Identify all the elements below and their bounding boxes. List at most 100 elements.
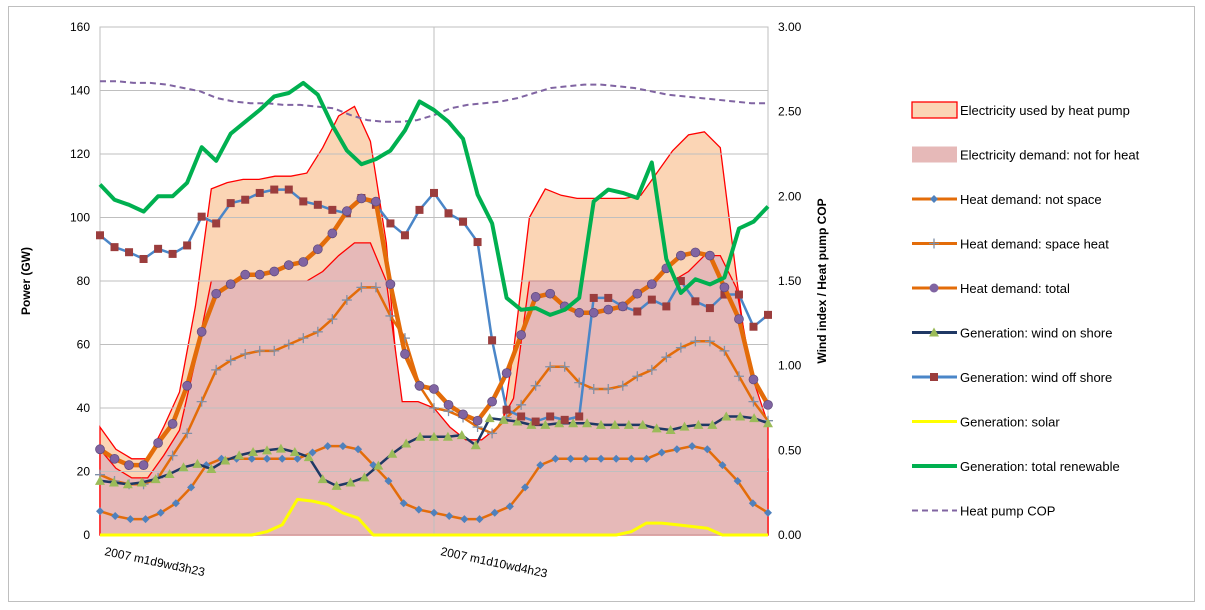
data-point — [225, 279, 236, 290]
data-point — [278, 454, 287, 463]
data-point — [341, 295, 352, 306]
data-point — [633, 307, 642, 316]
data-point — [665, 425, 676, 435]
legend-label: Heat demand: space heat — [960, 237, 1109, 252]
data-point — [718, 461, 727, 470]
y-tick-label: 40 — [77, 401, 91, 415]
legend-label: Electricity demand: not for heat — [960, 148, 1140, 163]
data-point — [327, 228, 338, 239]
data-point — [323, 442, 332, 451]
y2-tick-label: 1.50 — [778, 274, 802, 288]
data-point — [356, 282, 367, 293]
data-point — [95, 475, 105, 485]
legend-marker — [929, 327, 939, 337]
y2-tick-label: 0.50 — [778, 443, 802, 457]
data-point — [359, 472, 370, 482]
data-point — [764, 310, 772, 319]
data-point — [490, 508, 499, 517]
data-point — [581, 454, 590, 463]
data-point — [721, 411, 732, 421]
data-point — [720, 290, 729, 299]
legend-label: Electricity used by heat pump — [960, 103, 1130, 118]
data-point — [312, 244, 323, 255]
data-point — [125, 248, 134, 257]
y-tick-label: 160 — [70, 20, 90, 34]
data-point — [196, 326, 207, 337]
data-point — [429, 431, 439, 441]
data-point — [516, 330, 526, 340]
legend-label: Heat pump COP — [960, 504, 1055, 519]
data-point — [384, 477, 393, 486]
data-point — [603, 383, 614, 394]
data-point — [575, 412, 584, 421]
data-point — [122, 479, 133, 489]
data-point — [415, 205, 424, 214]
y-tick-label: 20 — [77, 465, 91, 479]
data-point — [168, 249, 177, 258]
series-line-1 — [100, 497, 768, 537]
data-point — [443, 399, 454, 410]
legend-label: Generation: wind on shore — [960, 326, 1112, 341]
data-point — [526, 419, 537, 429]
data-point — [487, 396, 497, 407]
data-point — [354, 445, 363, 454]
data-point — [150, 474, 161, 484]
data-point — [275, 443, 286, 453]
legend-label: Generation: total renewable — [960, 459, 1120, 474]
data-point — [749, 413, 760, 423]
data-point — [141, 515, 150, 524]
data-point — [735, 411, 746, 421]
data-point — [473, 238, 482, 247]
data-point — [96, 231, 104, 240]
data-point — [498, 414, 509, 424]
data-point — [192, 458, 203, 468]
data-point — [734, 290, 743, 299]
data-point — [646, 364, 657, 375]
legend-item: Electricity demand: not for heat — [912, 146, 1140, 163]
legend-swatch — [912, 146, 957, 163]
data-point — [705, 304, 714, 313]
data-point — [647, 295, 656, 304]
data-point — [269, 345, 280, 356]
data-point — [704, 336, 715, 347]
data-point — [703, 445, 712, 454]
data-point — [126, 515, 135, 524]
data-point — [248, 447, 259, 457]
data-point — [603, 304, 614, 315]
data-point — [345, 477, 356, 487]
data-point — [444, 209, 453, 218]
data-point — [460, 515, 469, 524]
data-point — [171, 499, 180, 508]
legend-item: Heat pump COP — [912, 504, 1055, 519]
data-point — [220, 455, 231, 465]
data-point — [733, 477, 742, 486]
data-point — [442, 431, 453, 441]
y-tick-label: 80 — [77, 274, 91, 288]
legend-item: Generation: wind off shore — [912, 370, 1112, 385]
legend-marker — [929, 238, 939, 249]
data-point — [283, 260, 294, 270]
data-point — [429, 384, 439, 394]
data-point — [540, 419, 551, 429]
data-point — [234, 450, 245, 460]
legend-item: Heat demand: total — [912, 281, 1070, 296]
data-point — [719, 345, 730, 356]
data-point — [240, 269, 251, 280]
data-point — [582, 418, 593, 428]
data-point — [263, 454, 271, 463]
data-point — [356, 193, 367, 204]
data-point — [331, 480, 342, 490]
legend-item: Electricity used by heat pump — [911, 101, 1130, 119]
legend-item: Generation: wind on shore — [912, 326, 1112, 341]
data-point — [487, 428, 498, 439]
data-point — [371, 196, 381, 207]
data-point — [96, 507, 104, 516]
data-point — [308, 448, 317, 457]
data-point — [764, 508, 772, 517]
y-axis-label: Power (GW) — [19, 247, 33, 315]
data-point — [536, 461, 545, 470]
data-point — [604, 293, 613, 302]
data-point — [516, 399, 527, 410]
data-point — [139, 254, 148, 263]
data-point — [255, 188, 264, 197]
